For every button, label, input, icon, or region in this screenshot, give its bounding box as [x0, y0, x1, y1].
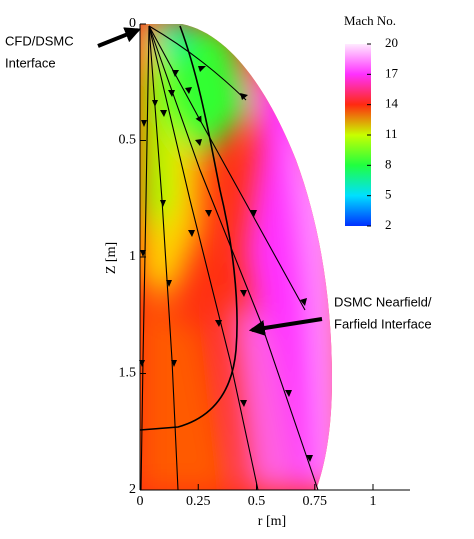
colorbar-title: Mach No. [344, 13, 396, 28]
x-axis-label: r [m] [258, 514, 286, 529]
colorbar [345, 44, 371, 226]
colorbar-tick-label: 8 [385, 156, 392, 171]
y-tick-label: 1 [129, 249, 136, 264]
colorbar-tick-label: 20 [385, 35, 398, 50]
annotation-arrow [248, 317, 323, 336]
colorbar-tick-label: 14 [385, 96, 399, 111]
y-tick-label: 0 [129, 16, 136, 31]
annotation: Interface [5, 55, 56, 70]
y-tick-label: 2 [129, 482, 136, 497]
x-tick-label: 0.5 [248, 494, 266, 509]
x-tick-label: 0 [137, 494, 144, 509]
annotation: CFD/DSMC [5, 33, 74, 48]
y-axis-label: Z [m] [104, 242, 119, 274]
colorbar-tick-label: 17 [385, 65, 399, 80]
x-tick-label: 1 [370, 494, 377, 509]
annotation-arrow [97, 27, 141, 48]
colorbar-tick-label: 5 [385, 187, 392, 202]
x-tick-label: 0.25 [186, 494, 211, 509]
streamline-arrows [139, 66, 313, 462]
annotation: DSMC Nearfield/ [334, 294, 432, 309]
interface-curve [139, 25, 238, 431]
colorbar-tick-label: 11 [385, 126, 398, 141]
y-tick-label: 0.5 [119, 133, 137, 148]
x-tick-label: 0.75 [303, 494, 328, 509]
y-tick-label: 1.5 [119, 366, 137, 381]
annotation: Farfield Interface [334, 316, 432, 331]
colorbar-tick-label: 2 [385, 217, 392, 232]
